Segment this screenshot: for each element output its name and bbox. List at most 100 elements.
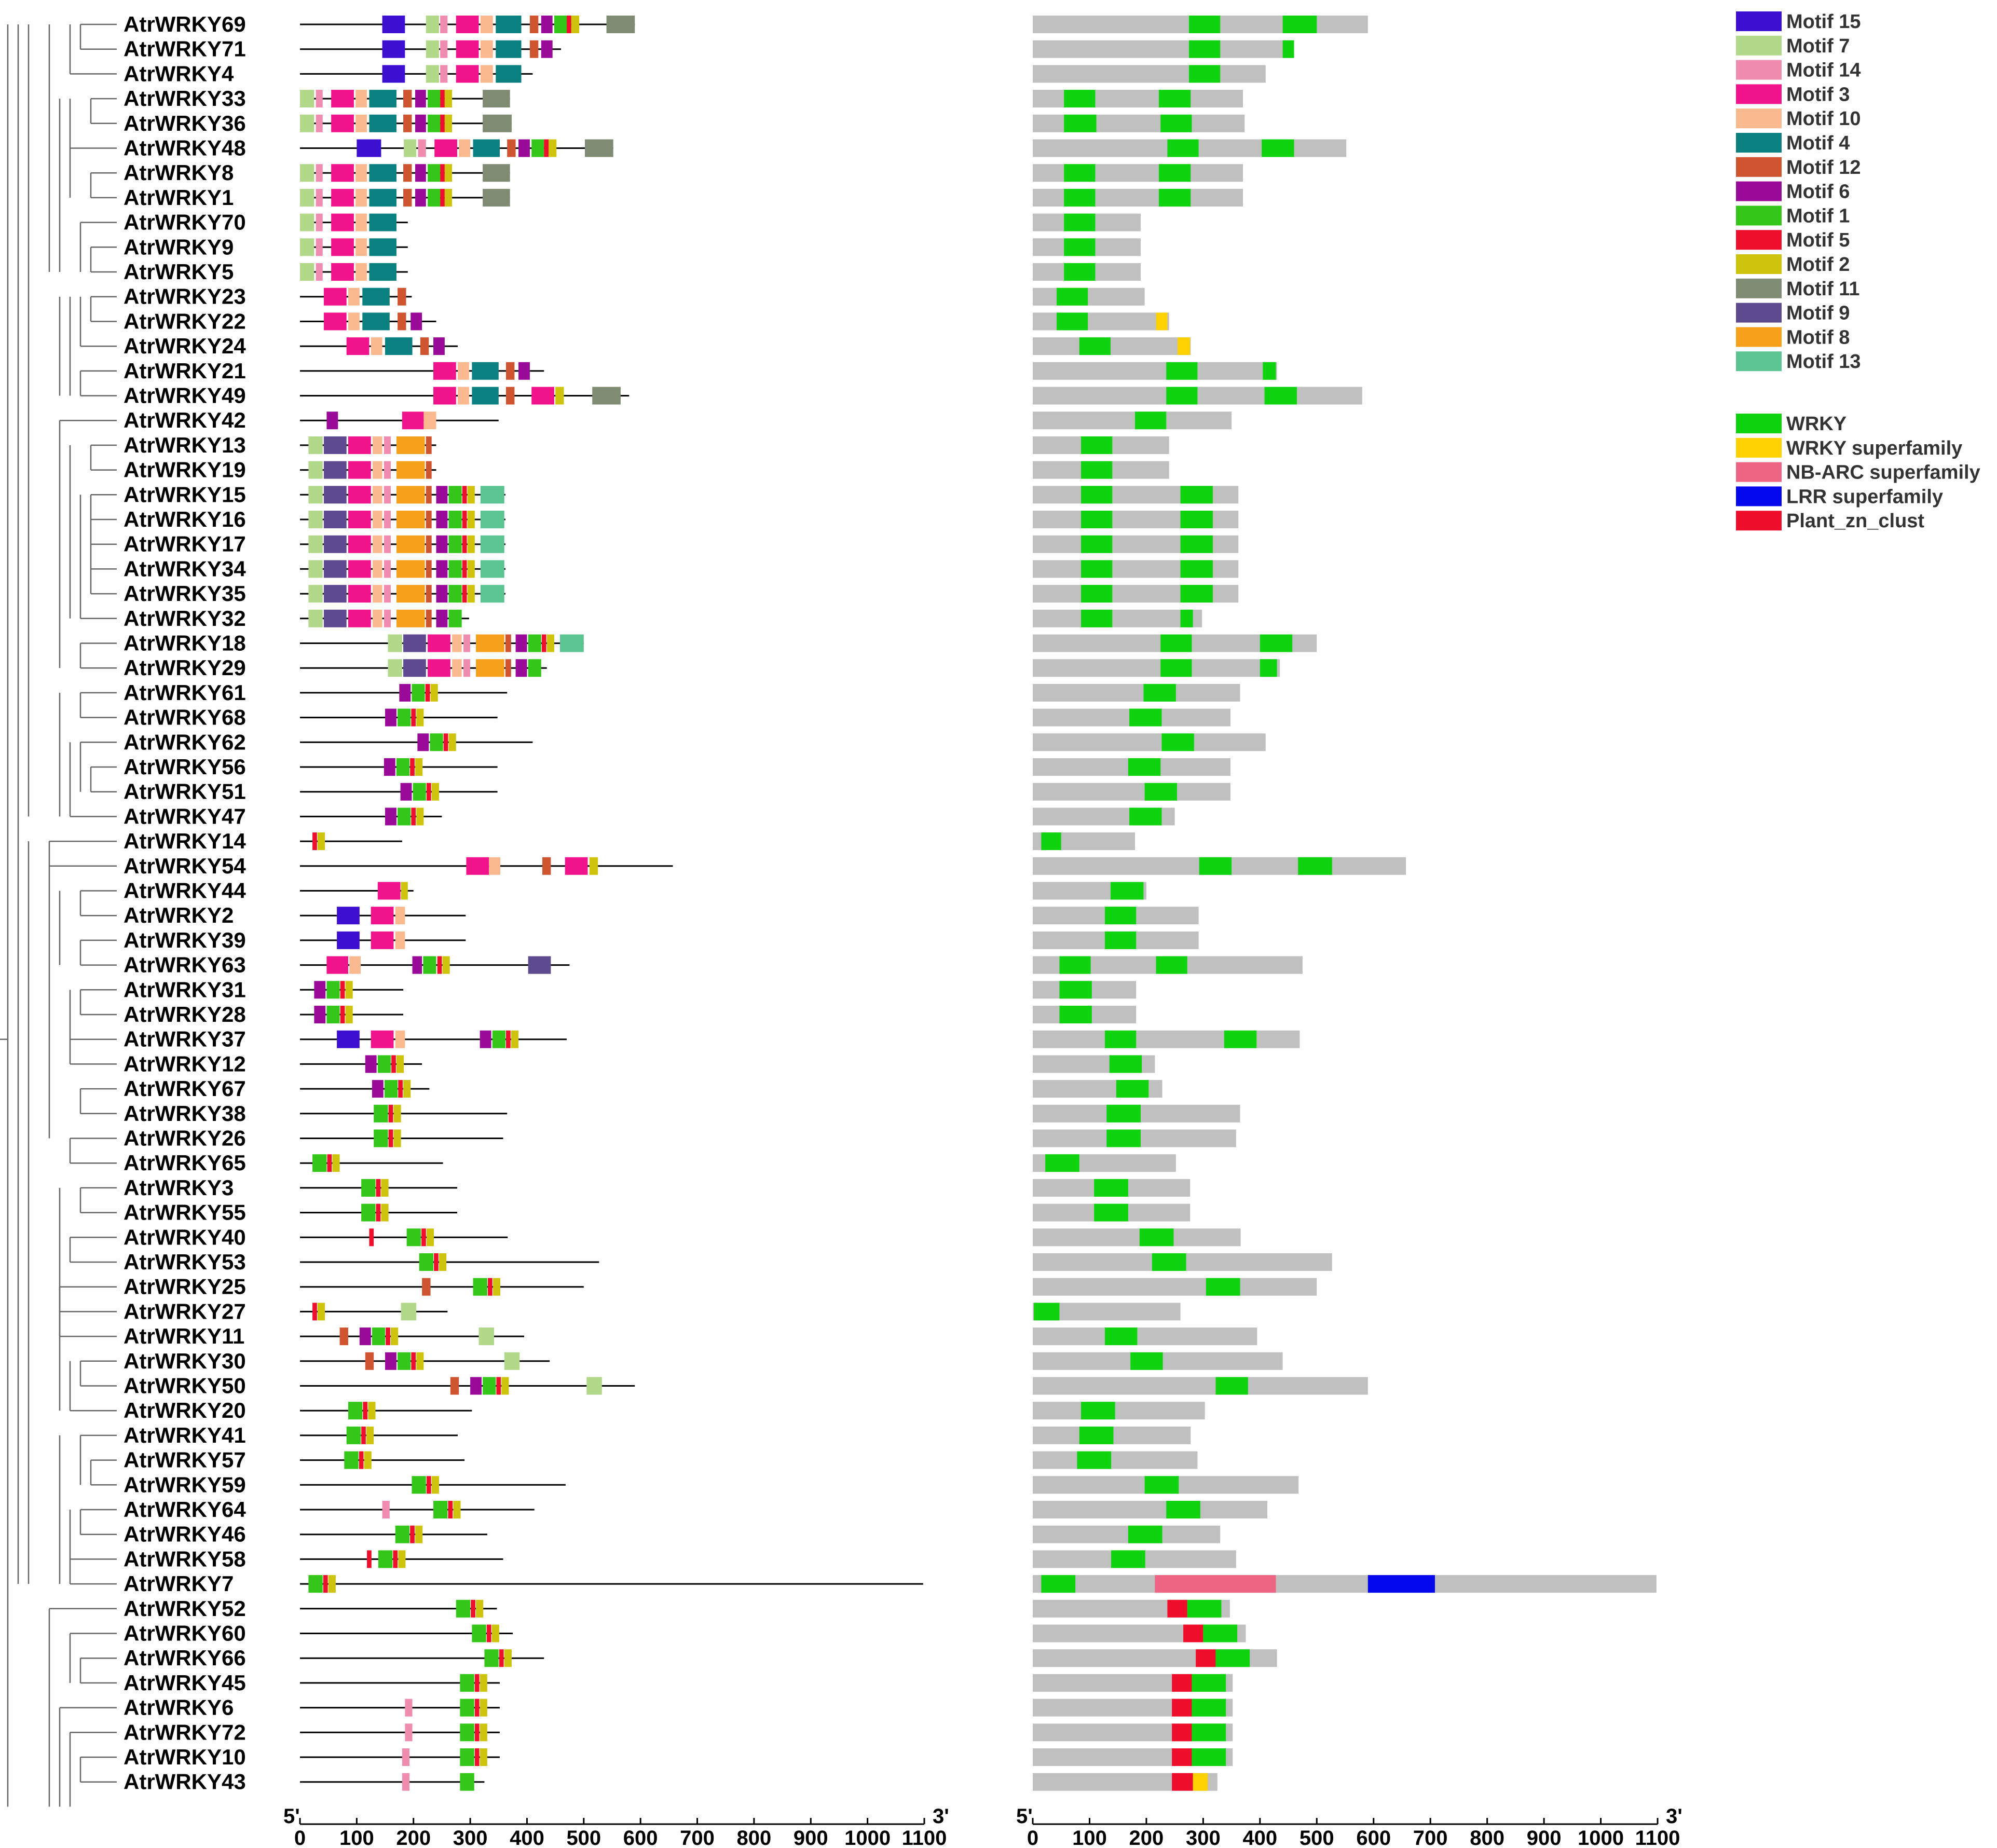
- tick-label: 1100: [1635, 1827, 1680, 1848]
- motif-box: [426, 461, 432, 479]
- legend-swatch: [1736, 84, 1782, 104]
- motif-box: [426, 40, 439, 58]
- domain-box: [1156, 312, 1168, 331]
- gene-label: AtrWRKY22: [124, 309, 246, 333]
- domain-box: [1192, 1699, 1226, 1717]
- motif-box: [395, 907, 405, 925]
- tick-label: 200: [396, 1827, 431, 1848]
- motif-box: [348, 461, 371, 479]
- motif-box: [382, 16, 405, 33]
- motif-box: [317, 832, 325, 851]
- motif-box: [555, 387, 564, 405]
- motif-row: [300, 288, 412, 306]
- tick-label: 1000: [1578, 1827, 1624, 1848]
- domain-row: [1033, 1006, 1137, 1023]
- motif-box: [462, 535, 467, 553]
- domain-box: [1081, 511, 1113, 528]
- motif-box: [395, 931, 405, 949]
- motif-box: [554, 16, 567, 33]
- domain-row: [1033, 511, 1239, 528]
- domain-box: [1081, 436, 1113, 454]
- motif-box: [369, 238, 396, 256]
- tick-label: 100: [339, 1827, 374, 1848]
- motif-box: [531, 387, 554, 405]
- motif-row: [300, 511, 505, 528]
- motif-box: [331, 164, 354, 182]
- domain-row: [1033, 1377, 1368, 1395]
- motif-box: [412, 683, 425, 702]
- motif-box: [448, 733, 456, 751]
- motif-box: [384, 461, 391, 479]
- motif-box: [431, 783, 439, 801]
- domain-box: [1160, 634, 1192, 652]
- motif-row: [300, 1773, 485, 1791]
- domain-box: [1129, 708, 1162, 727]
- domain-box: [1094, 1203, 1128, 1222]
- gene-label: AtrWRKY23: [124, 284, 246, 309]
- motif-box: [418, 139, 426, 157]
- motif-axis: 0 100 200 300 400 500 600 700 800 900 1000 1100 5' 3': [283, 1805, 949, 1848]
- motif-row: [300, 659, 547, 677]
- motif-box: [403, 164, 412, 182]
- motif-box: [472, 362, 499, 380]
- motif-row: [300, 585, 505, 603]
- motif-box: [444, 114, 453, 132]
- motif-box: [348, 312, 360, 331]
- motif-box: [458, 387, 469, 405]
- domain-row: [1033, 1080, 1162, 1098]
- motif-box: [323, 288, 347, 306]
- motif-box: [300, 90, 314, 108]
- motif-row: [300, 1426, 458, 1444]
- domain-row: [1033, 832, 1136, 851]
- domain-box: [1262, 139, 1294, 157]
- domain-row: [1033, 783, 1230, 801]
- motif-box: [395, 1030, 405, 1048]
- motif-row: [300, 1550, 503, 1568]
- motif-box: [448, 609, 462, 627]
- motif-box: [355, 213, 367, 231]
- motif-box: [323, 585, 347, 603]
- domain-row: [1033, 1723, 1233, 1742]
- motif-box: [448, 560, 462, 578]
- motif-row: [300, 1377, 635, 1395]
- motif-box: [443, 733, 448, 751]
- motif-box: [398, 1352, 411, 1370]
- domain-box: [1152, 1253, 1186, 1271]
- protein-bar: [1033, 1575, 1657, 1593]
- motif-box: [399, 683, 411, 702]
- motif-box: [529, 40, 539, 58]
- domain-row: [1033, 857, 1406, 875]
- legend-label: WRKY: [1786, 413, 1846, 435]
- domain-box: [1064, 164, 1096, 182]
- motif-box: [428, 90, 441, 108]
- motif-box: [340, 981, 345, 999]
- motif-box: [384, 436, 391, 454]
- motif-box: [592, 387, 621, 405]
- domain-row: [1033, 1501, 1268, 1518]
- motif-box: [541, 16, 553, 33]
- domain-box: [1064, 213, 1096, 231]
- motif-row: [300, 139, 613, 157]
- gene-label: AtrWRKY29: [124, 655, 246, 680]
- motif-box: [546, 634, 554, 652]
- motif-box: [395, 1525, 410, 1543]
- domain-box: [1129, 807, 1162, 826]
- motif-row: [300, 1525, 487, 1543]
- motif-box: [541, 634, 546, 652]
- domain-row: [1033, 758, 1230, 776]
- motif-box: [541, 40, 553, 58]
- domain-box: [1161, 733, 1194, 751]
- motif-box: [300, 188, 314, 207]
- motif-box: [478, 1327, 495, 1346]
- motif-box: [386, 1327, 390, 1346]
- gene-label: AtrWRKY19: [124, 458, 246, 482]
- motif-box: [369, 188, 396, 207]
- motif-box: [372, 535, 382, 553]
- domain-row: [1033, 139, 1347, 157]
- motif-box: [433, 387, 456, 405]
- motif-box: [355, 238, 367, 256]
- motif-box: [528, 634, 541, 652]
- motif-box: [339, 1327, 348, 1346]
- tick-label: 300: [453, 1827, 488, 1848]
